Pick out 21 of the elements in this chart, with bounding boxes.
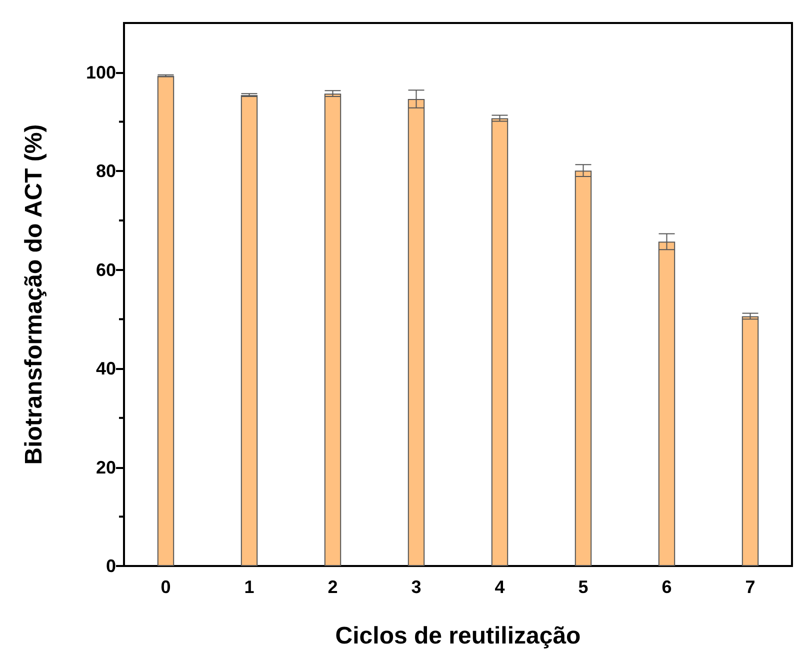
x-axis-title: Ciclos de reutilização <box>335 622 581 650</box>
x-tick-label: 1 <box>244 577 254 597</box>
y-tick-label: 0 <box>106 556 116 576</box>
x-tick-label: 0 <box>160 577 171 597</box>
x-tick-label: 7 <box>745 577 756 597</box>
x-tick-label: 3 <box>411 577 422 597</box>
y-tick-label: 20 <box>96 457 116 478</box>
x-tick-label: 2 <box>328 577 338 597</box>
bar <box>157 76 174 566</box>
y-axis-title: Biotransformação do ACT (%) <box>20 124 48 465</box>
x-tick-label: 4 <box>494 577 505 597</box>
y-tick-label: 60 <box>96 260 116 280</box>
x-tick-label: 5 <box>578 577 588 597</box>
y-tick-label: 80 <box>96 161 116 182</box>
x-tick-label: 6 <box>662 577 672 597</box>
bar <box>324 94 342 566</box>
bar <box>240 95 258 566</box>
y-tick-label: 40 <box>96 358 116 379</box>
bar <box>742 316 759 566</box>
y-tick-label: 100 <box>86 62 116 82</box>
bar <box>491 118 508 566</box>
